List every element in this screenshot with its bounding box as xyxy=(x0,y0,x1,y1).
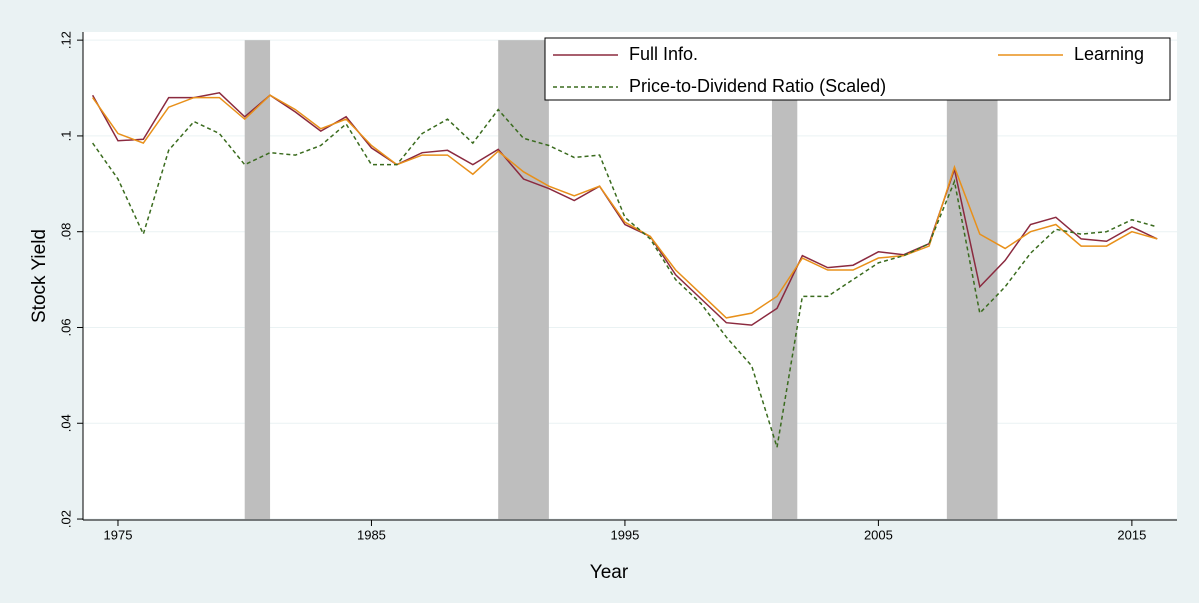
recession-band xyxy=(946,40,998,520)
x-tick-label: 2015 xyxy=(1117,527,1146,542)
x-axis-label: Year xyxy=(590,562,629,583)
legend-label: Learning xyxy=(1074,44,1144,64)
x-tick-label: 1985 xyxy=(357,527,386,542)
y-tick-label: .1 xyxy=(58,130,73,141)
y-tick-label: .04 xyxy=(58,414,73,432)
recession-band xyxy=(244,40,271,520)
legend-label: Price-to-Dividend Ratio (Scaled) xyxy=(629,76,886,96)
y-tick-label: .02 xyxy=(58,510,73,528)
y-tick-label: .06 xyxy=(58,318,73,336)
x-tick-label: 1975 xyxy=(104,527,133,542)
y-axis-label: Stock Yield xyxy=(29,229,50,323)
recession-band xyxy=(498,40,549,520)
x-tick-label: 2005 xyxy=(864,527,893,542)
y-tick-label: .08 xyxy=(58,223,73,241)
legend-label: Full Info. xyxy=(629,44,698,64)
series-line xyxy=(92,94,1158,319)
recession-band xyxy=(771,40,798,520)
x-tick-label: 1995 xyxy=(610,527,639,542)
y-tick-label: .12 xyxy=(58,31,73,49)
legend-box xyxy=(544,37,1171,101)
